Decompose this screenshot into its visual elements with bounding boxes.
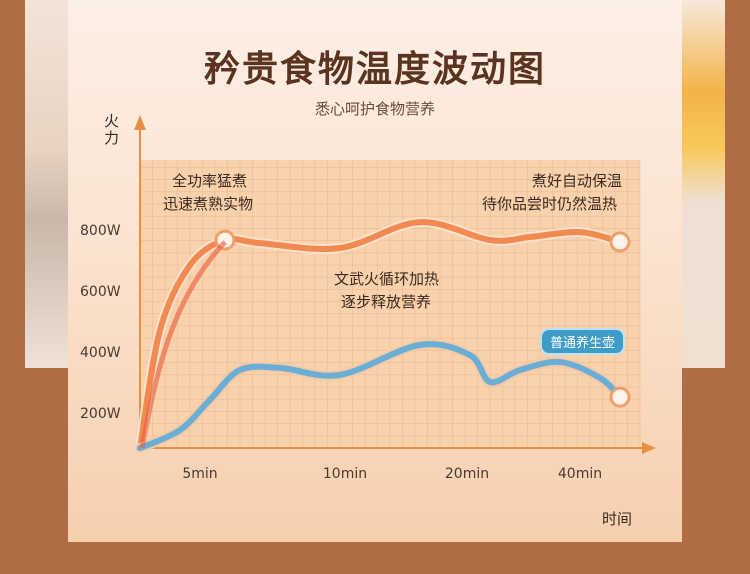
data-point xyxy=(418,343,421,346)
annotation-3-line1: 文武火循环加热 xyxy=(334,270,440,288)
annotation-2-line2: 待你品尝时仍然温热 xyxy=(482,195,618,213)
data-point xyxy=(599,376,602,379)
annotation-1-line1: 全功率猛煮 xyxy=(172,172,248,190)
data-point xyxy=(579,231,582,234)
data-point xyxy=(418,221,421,224)
annotation-2-line1: 煮好自动保温 xyxy=(532,172,623,190)
data-point xyxy=(159,329,162,332)
x-tick-label: 40min xyxy=(558,466,602,482)
data-point xyxy=(519,368,522,371)
data-point xyxy=(489,380,492,383)
y-tick-label: 400W xyxy=(80,345,121,361)
data-point xyxy=(208,398,211,401)
y-tick-label: 800W xyxy=(80,223,121,239)
y-axis-label: 火力 xyxy=(104,112,120,147)
annotation-1-line2: 迅速煮熟实物 xyxy=(163,195,254,213)
data-point xyxy=(529,236,532,239)
data-point xyxy=(259,242,262,245)
annotation-3-line2: 逐步释放营养 xyxy=(341,293,432,311)
data-point xyxy=(489,239,492,242)
data-point xyxy=(239,368,242,371)
x-tick-label: 20min xyxy=(445,466,489,482)
data-point xyxy=(339,373,342,376)
data-point xyxy=(468,354,471,357)
data-point xyxy=(609,386,631,408)
series-line xyxy=(137,341,623,452)
data-point xyxy=(339,246,342,249)
left-photo xyxy=(25,0,69,368)
series-line-highlight xyxy=(139,240,227,449)
x-axis-arrow xyxy=(642,442,656,454)
right-photo xyxy=(681,0,725,368)
chart-title: 矜贵食物温度波动图 xyxy=(203,49,546,90)
data-point xyxy=(189,264,192,267)
chart-subtitle: 悉心呵护食物营养 xyxy=(314,100,435,118)
y-axis-arrow xyxy=(134,115,146,130)
data-point xyxy=(279,366,282,369)
series-line xyxy=(137,219,623,452)
x-tick-label: 10min xyxy=(323,466,367,482)
data-point xyxy=(559,361,562,364)
x-tick-label: 5min xyxy=(182,466,217,482)
y-tick-label: 200W xyxy=(80,406,121,422)
series-badge: 普通养生壶 xyxy=(540,328,626,355)
data-point xyxy=(178,429,181,432)
data-point xyxy=(609,231,631,253)
x-axis-label: 时间 xyxy=(602,510,633,528)
y-tick-label: 600W xyxy=(80,284,121,300)
